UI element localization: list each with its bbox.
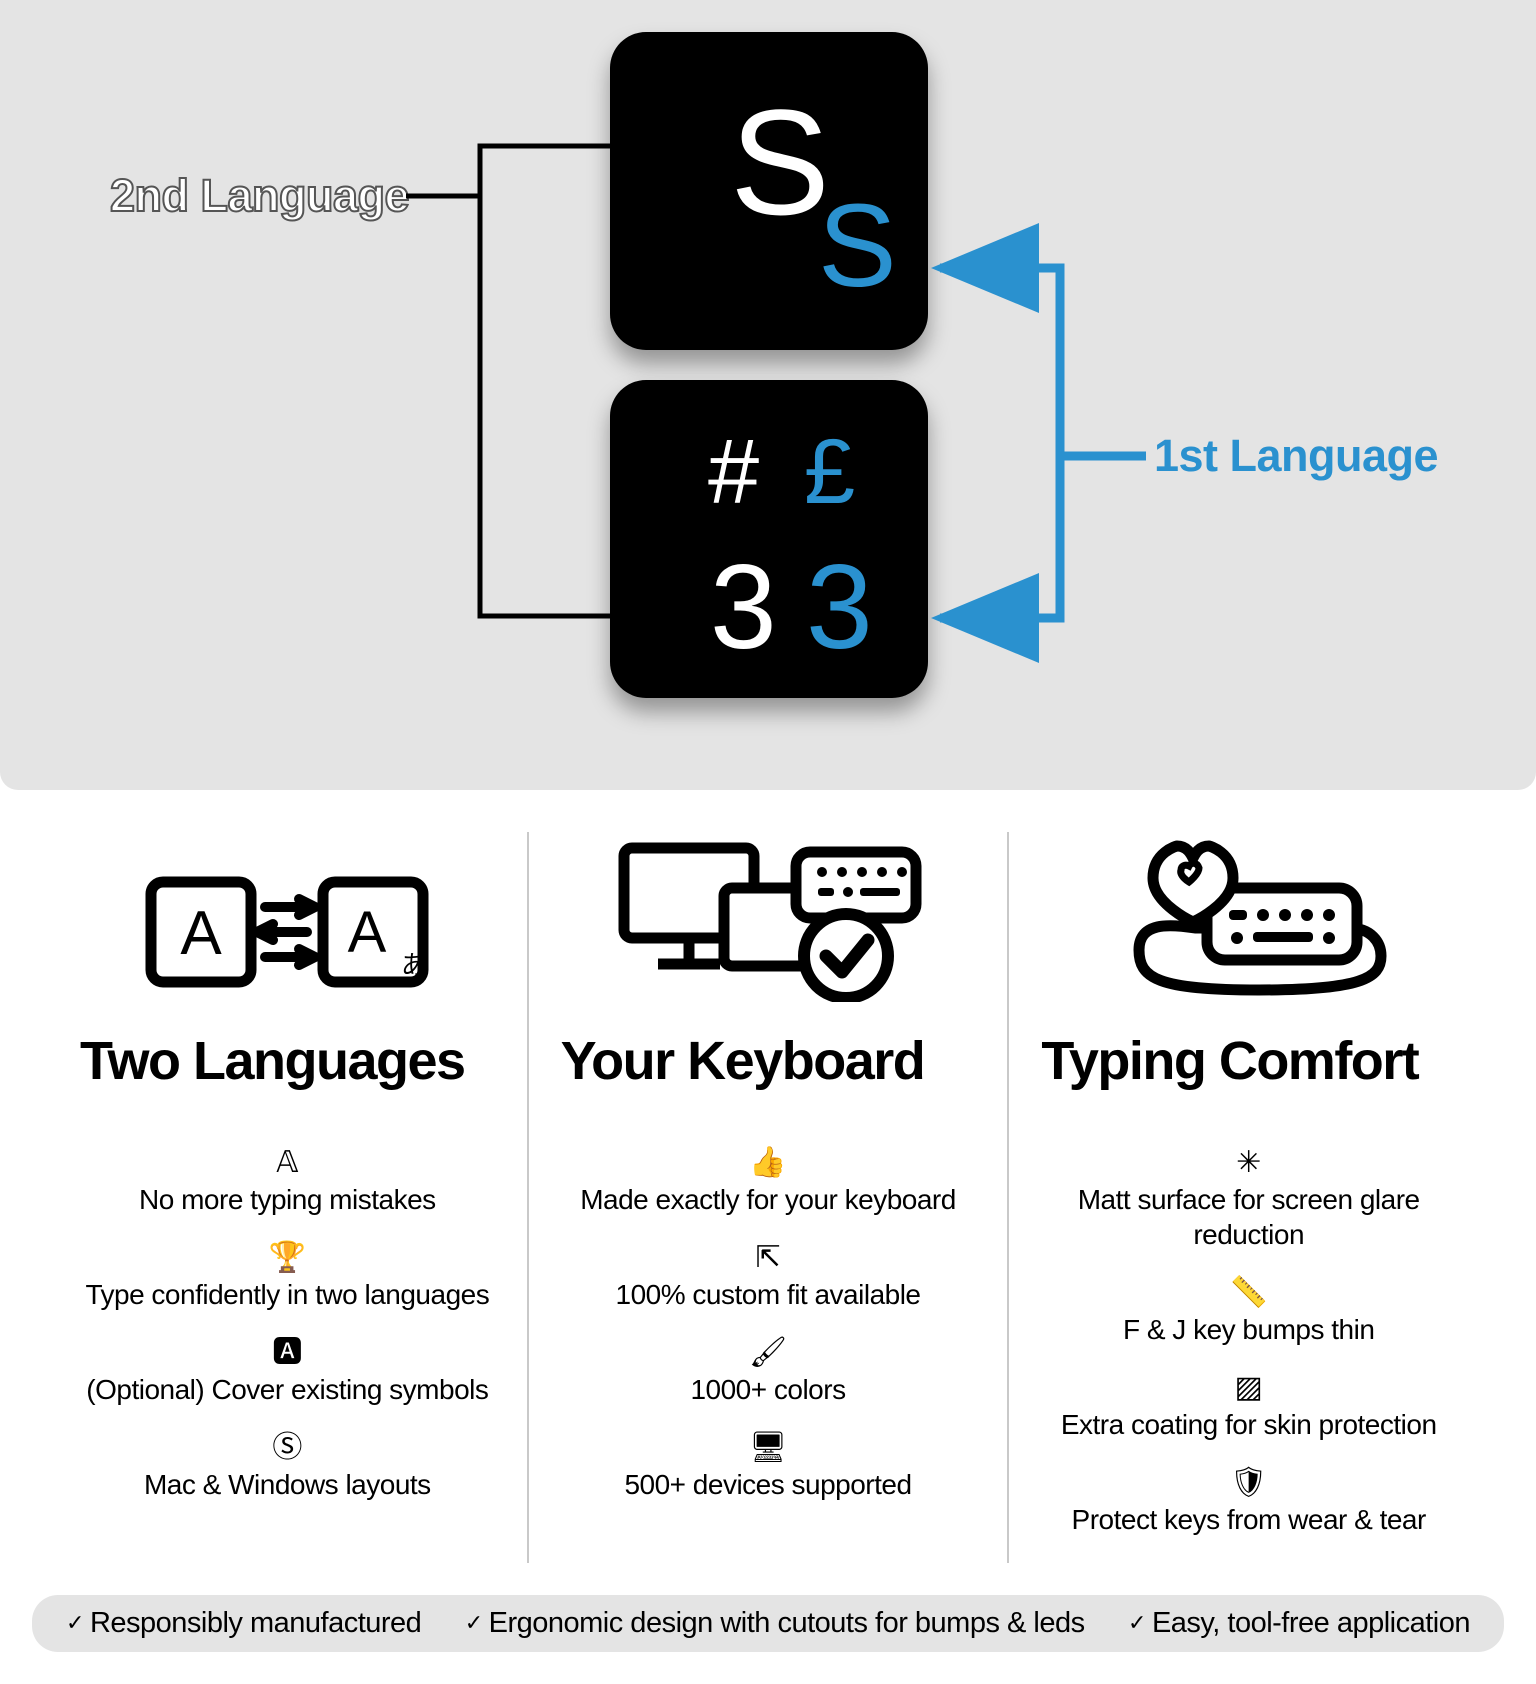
benefit-text: Matt surface for screen glare reduction	[1041, 1182, 1456, 1252]
benefit-icon: ▨	[1041, 1373, 1456, 1403]
footer-item: Ergonomic design with cutouts for bumps …	[465, 1607, 1085, 1640]
benefit-icon: 📏	[1041, 1278, 1456, 1308]
benefit-text: F & J key bumps thin	[1041, 1312, 1456, 1347]
benefit-icon: ✳	[1041, 1148, 1456, 1178]
col2-title: Your Keyboard	[561, 1030, 976, 1092]
benefit-text: Type confidently in two languages	[80, 1277, 495, 1312]
col1-title: Two Languages	[80, 1030, 495, 1092]
benefit-icon: 𝔸	[80, 1148, 495, 1178]
svg-text:A: A	[348, 900, 387, 965]
benefit-text: Made exactly for your keyboard	[561, 1182, 976, 1217]
hero-diagram: S S # £ 3 3 2nd Language 1st Language	[0, 0, 1536, 790]
benefit: 🖥 500+ devices supported	[561, 1433, 976, 1502]
features-row: A A あ Two Languages 𝔸 No more typing mist…	[0, 790, 1536, 1581]
your-keyboard-icon	[561, 832, 976, 1002]
typing-comfort-icon	[1041, 832, 1456, 1002]
benefit: 🅰 (Optional) Cover existing symbols	[80, 1338, 495, 1407]
svg-text:A: A	[181, 899, 223, 968]
benefit-text: 100% custom fit available	[561, 1277, 976, 1312]
col-two-languages: A A あ Two Languages 𝔸 No more typing mist…	[48, 832, 527, 1563]
benefit: Ⓢ Mac & Windows layouts	[80, 1433, 495, 1502]
benefit: 📏 F & J key bumps thin	[1041, 1278, 1456, 1347]
keycap-s: S S	[610, 32, 928, 350]
label-second-language: 2nd Language	[110, 170, 409, 222]
benefit: 🏆 Type confidently in two languages	[80, 1243, 495, 1312]
benefit-icon: 🅰	[80, 1338, 495, 1368]
keycap-3: # £ 3 3	[610, 380, 928, 698]
col-typing-comfort: Typing Comfort ✳ Matt surface for screen …	[1007, 832, 1488, 1563]
col-your-keyboard: Your Keyboard 👍 Made exactly for your key…	[527, 832, 1008, 1563]
benefit-text: Mac & Windows layouts	[80, 1467, 495, 1502]
benefit-icon: 🖥	[561, 1433, 976, 1463]
benefit-icon: ⇱	[561, 1243, 976, 1273]
footer-item: Easy, tool-free application	[1128, 1607, 1470, 1640]
benefit-icon: 👍	[561, 1148, 976, 1178]
key1-accent-glyph: S	[818, 178, 897, 314]
benefit-icon: 🛡	[1041, 1468, 1456, 1498]
key2-bl: 3	[710, 538, 777, 676]
benefit: 👍 Made exactly for your keyboard	[561, 1148, 976, 1217]
footer-bar: Responsibly manufactured Ergonomic desig…	[32, 1595, 1504, 1652]
key2-tl: #	[708, 420, 759, 525]
benefit-text: 1000+ colors	[561, 1372, 976, 1407]
benefit-text: (Optional) Cover existing symbols	[80, 1372, 495, 1407]
benefit: ✳ Matt surface for screen glare reduction	[1041, 1148, 1456, 1252]
benefit-text: No more typing mistakes	[80, 1182, 495, 1217]
key2-tr: £	[804, 420, 855, 525]
svg-text:あ: あ	[401, 950, 427, 980]
benefit: 𝔸 No more typing mistakes	[80, 1148, 495, 1217]
benefit: 🛡 Protect keys from wear & tear	[1041, 1468, 1456, 1537]
benefit-text: Extra coating for skin protection	[1041, 1407, 1456, 1442]
benefit-text: 500+ devices supported	[561, 1467, 976, 1502]
key2-br: 3	[806, 538, 873, 676]
benefit-text: Protect keys from wear & tear	[1041, 1502, 1456, 1537]
benefit: 🖌 1000+ colors	[561, 1338, 976, 1407]
key1-white-glyph: S	[730, 76, 830, 249]
benefit-icon: 🏆	[80, 1243, 495, 1273]
col3-title: Typing Comfort	[1041, 1030, 1456, 1092]
benefit: ⇱ 100% custom fit available	[561, 1243, 976, 1312]
benefit-icon: 🖌	[561, 1338, 976, 1368]
footer-item: Responsibly manufactured	[66, 1607, 421, 1640]
benefit-icon: Ⓢ	[80, 1433, 495, 1463]
benefit: ▨ Extra coating for skin protection	[1041, 1373, 1456, 1442]
two-languages-icon: A A あ	[80, 832, 495, 1002]
label-first-language: 1st Language	[1154, 430, 1438, 482]
